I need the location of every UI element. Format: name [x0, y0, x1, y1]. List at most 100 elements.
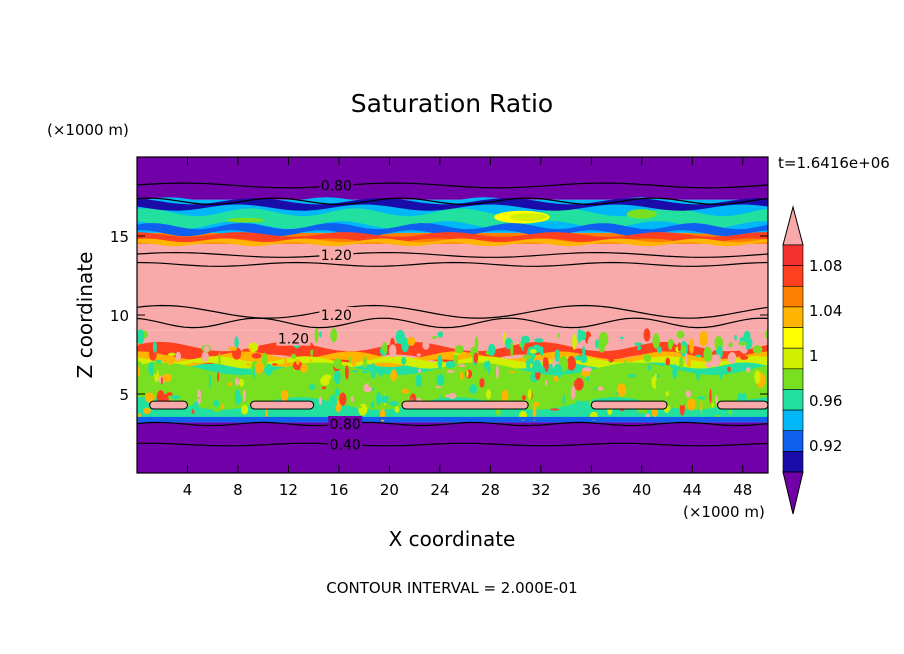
- contour-line: [137, 304, 768, 319]
- turbulence-cell: [304, 409, 311, 417]
- turbulence-cell: [474, 336, 479, 350]
- turbulence-cell: [672, 364, 678, 380]
- turbulence-cell: [209, 373, 211, 389]
- turbulence-cell: [141, 364, 145, 369]
- colorbar-box: [782, 285, 804, 308]
- turbulence-cell: [662, 364, 672, 379]
- colorbar-box: [782, 389, 804, 411]
- layer-band: [137, 422, 768, 473]
- y-tick-label: 10: [110, 307, 129, 325]
- turbulence-cell: [534, 338, 544, 343]
- turbulence-cell: [255, 362, 265, 374]
- turbulence-cell: [334, 388, 340, 397]
- turbulence-cell: [377, 368, 384, 376]
- turbulence-cell: [752, 345, 763, 354]
- turbulence-cell: [454, 345, 464, 354]
- colorbar-top-triangle: [782, 205, 804, 246]
- turbulence-cell: [351, 351, 357, 367]
- turbulence-cell: [545, 379, 548, 386]
- turbulence-cell: [445, 360, 456, 369]
- turbulence-cell: [643, 328, 651, 342]
- y-axis: 5 10 15: [110, 228, 768, 404]
- turbulence-cell: [323, 374, 332, 381]
- saturated-pad: [149, 400, 188, 410]
- turbulence-cell: [652, 333, 660, 349]
- turbulence-cell: [248, 342, 259, 353]
- turbulence-cell: [242, 389, 246, 402]
- turbulence-cell: [551, 395, 561, 406]
- turbulence-cell: [175, 351, 181, 362]
- turbulence-cell: [213, 399, 220, 407]
- turbulence-cell: [445, 394, 450, 398]
- turbulence-cell: [539, 346, 544, 356]
- x-tick-label: 16: [329, 481, 348, 499]
- turbulence-cell: [566, 355, 577, 371]
- field-blob: [509, 213, 548, 221]
- x-tick-label: 4: [183, 481, 193, 499]
- turbulence-cell: [319, 331, 322, 338]
- x-tick-label: 20: [380, 481, 399, 499]
- turbulence-cell: [570, 377, 577, 381]
- contour-label: 0.80: [321, 178, 352, 194]
- turbulence-cell: [502, 331, 506, 345]
- turbulence-cell: [594, 386, 597, 390]
- turbulence-cell: [330, 381, 333, 387]
- turbulence-cell: [348, 356, 352, 364]
- contour-label-bg: [319, 177, 354, 193]
- turbulence-cell: [466, 369, 469, 378]
- turbulence-cell: [350, 396, 354, 403]
- turbulence-cell: [281, 389, 289, 402]
- y-tick-label: 15: [110, 228, 129, 246]
- saturated-pad: [717, 400, 768, 410]
- colorbar-label: 1.04: [809, 302, 842, 320]
- cloud-base-band: [137, 416, 768, 420]
- turbulence-cell: [145, 392, 155, 403]
- turbulence-cell: [293, 369, 302, 381]
- turbulence-cell: [634, 342, 643, 346]
- x-axis-title: X coordinate: [389, 527, 516, 551]
- turbulence-cell: [148, 361, 156, 376]
- x-tick-label: 36: [582, 481, 601, 499]
- turbulence-cell: [711, 402, 714, 408]
- turbulence-cell: [227, 382, 233, 387]
- turbulence-cell: [160, 376, 163, 385]
- colorbar-label: 1.08: [809, 257, 842, 275]
- turbulence-cell: [711, 354, 720, 358]
- turbulence-cell: [746, 367, 751, 373]
- turbulence-cell: [321, 368, 330, 375]
- x-axis: 4 8 12 16 20 24 28 32 36 40 44 48: [183, 157, 752, 499]
- turbulence-cell: [711, 354, 721, 367]
- contour-label: 1.20: [278, 332, 309, 348]
- turbulence-cell: [575, 400, 583, 403]
- contour-line: [137, 421, 768, 427]
- turbulence-cell: [309, 358, 312, 363]
- turbulence-cell: [272, 363, 278, 366]
- turbulence-cell: [213, 407, 222, 413]
- turbulence-cell: [624, 359, 627, 364]
- contour-labels: 0.80 1.20 1.20 1.20 0.80 0.40: [276, 177, 363, 454]
- turbulence-cell: [542, 357, 548, 369]
- turbulence-cell: [665, 391, 669, 396]
- turbulence-cell: [446, 370, 455, 373]
- turbulence-cell: [521, 337, 524, 352]
- turbulence-cell: [358, 405, 362, 409]
- contour-label: 0.80: [330, 417, 361, 433]
- turbulence-cell: [248, 347, 252, 351]
- turbulence-cell: [203, 345, 210, 352]
- y-tick-label: 5: [119, 386, 129, 404]
- turbulence-cell: [486, 389, 491, 400]
- turbulence-cell: [668, 339, 673, 351]
- field-band: [137, 238, 768, 247]
- x-tick-label: 44: [683, 481, 702, 499]
- turbulence-cell: [168, 352, 176, 356]
- turbulence-cell: [689, 338, 694, 354]
- contour-label-bg: [319, 307, 354, 322]
- layer-band: [137, 417, 768, 423]
- turbulence-cell: [445, 338, 455, 343]
- turbulence-cell: [252, 366, 255, 379]
- turbulence-cell: [734, 334, 737, 341]
- turbulence-cell: [363, 356, 367, 369]
- turbulence-cell: [352, 380, 357, 386]
- turbulence-cell: [166, 353, 175, 365]
- turbulence-cell: [738, 341, 747, 346]
